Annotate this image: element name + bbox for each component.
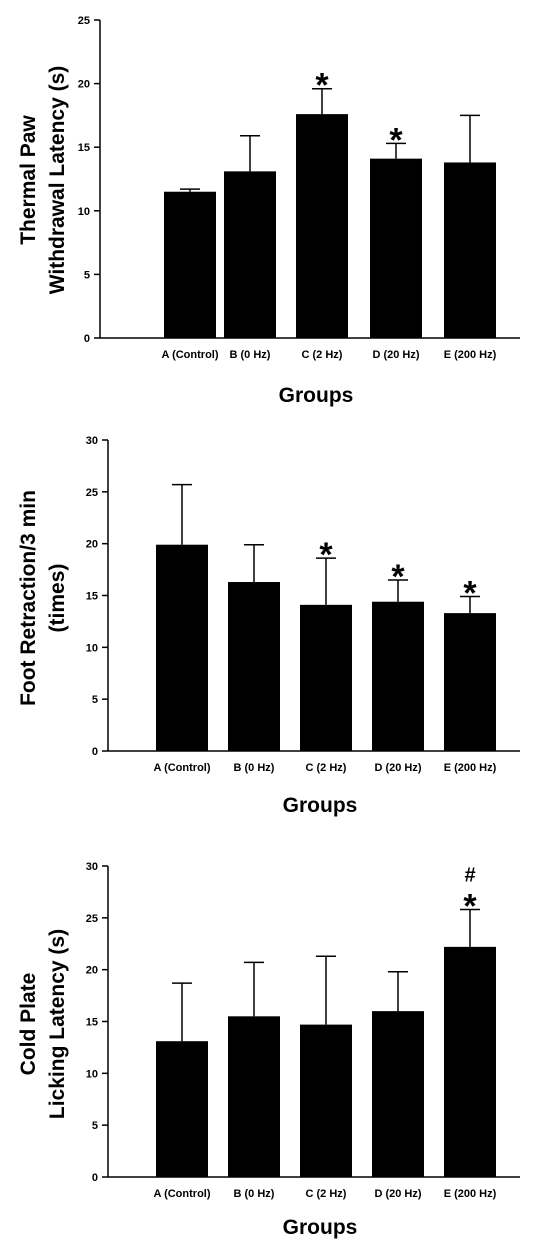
y-tick-label: 25	[86, 913, 98, 925]
x-tick-label: C (2 Hz)	[306, 762, 347, 774]
y-axis-title: Foot Retraction/3 min	[17, 490, 40, 706]
bar-1	[156, 544, 208, 751]
chart-panel-1: 0 5 10 15 20 25 A (Control) B (0 Hz) C (2 Hz) * D …	[17, 15, 520, 407]
bar-2	[228, 582, 280, 751]
y-tick-label: 15	[86, 591, 98, 603]
chart-panel-2: 0 5 10 15 20 25 30 A (Control) B (0 Hz) C (2 Hz) *…	[17, 435, 520, 817]
x-axis-title: Groups	[283, 1216, 358, 1239]
y-tick-label: 15	[78, 142, 90, 154]
x-tick-label: C (2 Hz)	[306, 1188, 347, 1200]
y-axis-title: Cold Plate	[17, 973, 40, 1076]
y-axis-title: Thermal Paw	[17, 115, 40, 245]
bar-1	[156, 1041, 208, 1177]
bar-2	[228, 1016, 280, 1177]
bar-3	[296, 114, 348, 339]
x-tick-label: E (200 Hz)	[444, 349, 497, 361]
significance-star: *	[389, 121, 403, 159]
y-tick-label: 20	[78, 79, 90, 91]
bar-3	[300, 1024, 352, 1177]
y-tick-label: 30	[86, 435, 98, 447]
x-axis-title: Groups	[283, 794, 358, 817]
significance-star: *	[463, 575, 477, 613]
y-tick-label: 30	[86, 861, 98, 873]
bar-5	[444, 162, 496, 338]
x-axis-title: Groups	[279, 384, 354, 407]
bar-1	[164, 191, 216, 338]
significance-hash: #	[464, 865, 475, 887]
x-tick-label: D (20 Hz)	[374, 1188, 421, 1200]
x-tick-label: E (200 Hz)	[444, 1188, 497, 1200]
significance-star: *	[315, 67, 329, 105]
bar-4	[370, 158, 422, 338]
y-tick-label: 25	[78, 15, 90, 27]
bar-4	[372, 1011, 424, 1177]
y-tick-label: 5	[92, 1120, 98, 1132]
bar-5	[444, 613, 496, 751]
y-tick-label: 10	[86, 642, 98, 654]
y-tick-label: 5	[92, 694, 98, 706]
x-tick-label: A (Control)	[161, 349, 218, 361]
x-tick-label: D (20 Hz)	[374, 762, 421, 774]
y-tick-label: 0	[92, 1172, 98, 1184]
significance-star: *	[319, 536, 333, 574]
y-axis-title: Withdrawal Latency (s)	[46, 66, 69, 295]
significance-star: *	[463, 888, 477, 926]
x-tick-label: B (0 Hz)	[234, 1188, 275, 1200]
bar-2	[224, 171, 276, 338]
y-tick-label: 20	[86, 539, 98, 551]
chart-panel-3: 0 5 10 15 20 25 30 A (Control) B (0 Hz) C (2 Hz) D…	[17, 861, 520, 1239]
x-tick-label: A (Control)	[153, 1188, 210, 1200]
x-tick-label: C (2 Hz)	[302, 349, 343, 361]
x-tick-label: B (0 Hz)	[230, 349, 271, 361]
y-tick-label: 15	[86, 1017, 98, 1029]
bar-3	[300, 604, 352, 751]
x-tick-label: A (Control)	[153, 762, 210, 774]
y-tick-label: 5	[84, 269, 90, 281]
y-tick-label: 0	[92, 746, 98, 758]
y-tick-label: 0	[84, 333, 90, 345]
x-tick-label: D (20 Hz)	[372, 349, 419, 361]
x-tick-label: B (0 Hz)	[234, 762, 275, 774]
x-tick-label: E (200 Hz)	[444, 762, 497, 774]
y-axis-title: (times)	[46, 564, 69, 633]
significance-star: *	[391, 558, 405, 596]
bar-5	[444, 946, 496, 1177]
y-tick-label: 20	[86, 965, 98, 977]
y-tick-label: 10	[86, 1068, 98, 1080]
y-axis-title: Licking Latency (s)	[46, 929, 69, 1119]
y-tick-label: 25	[86, 487, 98, 499]
bar-4	[372, 601, 424, 751]
y-tick-label: 10	[78, 206, 90, 218]
